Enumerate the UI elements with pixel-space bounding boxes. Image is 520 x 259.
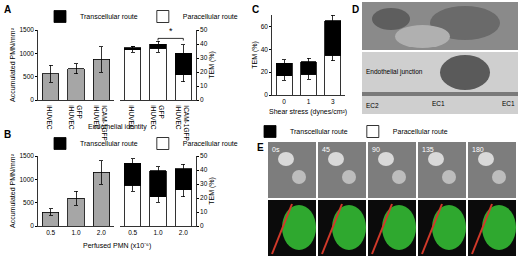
svg-text:Transcellular route: Transcellular route [290,128,348,135]
svg-text:2.0: 2.0 [97,229,106,236]
svg-text:0: 0 [200,96,204,103]
svg-text:45: 45 [322,146,330,153]
svg-text:10: 10 [200,208,208,215]
svg-text:30: 30 [200,180,208,187]
svg-text:EC2: EC2 [366,102,379,109]
svg-text:50: 50 [200,26,208,33]
svg-text:1500: 1500 [19,26,34,33]
svg-text:ICAM-1GFPiHUVEC: ICAM-1GFPiHUVEC [93,105,108,140]
svg-text:Shear stress (dynes/cm²): Shear stress (dynes/cm²) [269,108,347,116]
svg-text:135: 135 [422,146,434,153]
svg-text:20: 20 [261,68,269,75]
svg-text:iHUVEC: iHUVEC [128,105,135,130]
svg-text:Endothelial junction: Endothelial junction [366,68,423,76]
svg-text:40: 40 [261,46,269,53]
svg-text:10: 10 [200,82,208,89]
svg-text:iHUVEC: iHUVEC [46,105,53,130]
svg-text:ICAM-1GFPiHUVEC: ICAM-1GFPiHUVEC [175,105,190,140]
svg-text:1000: 1000 [19,176,34,183]
svg-text:0: 0 [200,222,204,229]
svg-text:TEM (%): TEM (%) [208,51,216,79]
svg-text:GFPiHUVEC: GFPiHUVEC [68,105,83,130]
svg-text:2.0: 2.0 [179,229,188,236]
svg-text:60: 60 [261,23,269,30]
svg-text:Transcellular route: Transcellular route [80,13,138,20]
svg-text:3: 3 [331,98,335,105]
svg-text:Paracellular route: Paracellular route [393,128,448,135]
svg-text:1.0: 1.0 [153,229,162,236]
svg-text:Perfused PMN (x10⁻⁶): Perfused PMN (x10⁻⁶) [83,242,151,250]
svg-text:EC1: EC1 [432,100,445,107]
svg-text:B: B [4,129,11,140]
svg-text:0.5: 0.5 [128,229,137,236]
svg-text:Transcellular route: Transcellular route [80,140,138,147]
svg-text:40: 40 [200,40,208,47]
svg-text:20: 20 [200,68,208,75]
svg-text:50: 50 [200,152,208,159]
svg-text:20: 20 [200,194,208,201]
svg-text:Paracellular route: Paracellular route [183,13,238,20]
svg-text:1: 1 [307,98,311,105]
svg-text:0: 0 [30,96,34,103]
svg-text:E: E [257,142,264,153]
svg-text:500: 500 [23,199,34,206]
svg-text:1000: 1000 [19,50,34,57]
svg-text:0: 0 [30,222,34,229]
svg-text:TEM (%): TEM (%) [208,177,216,205]
svg-text:C: C [252,4,259,15]
svg-text:180: 180 [472,146,484,153]
svg-text:0: 0 [264,91,268,98]
svg-text:Accumulated PMN/mm²: Accumulated PMN/mm² [9,153,16,228]
svg-text:Endothelial identity: Endothelial identity [88,123,147,131]
svg-text:Accumulated PMN/mm²: Accumulated PMN/mm² [9,27,16,102]
svg-text:30: 30 [200,54,208,61]
svg-text:A: A [4,4,11,15]
svg-text:40: 40 [200,166,208,173]
svg-text:1500: 1500 [19,152,34,159]
svg-text:TEM (%): TEM (%) [251,41,259,69]
svg-text:90: 90 [372,146,380,153]
svg-text:0s: 0s [272,146,280,153]
svg-text:0: 0 [282,98,286,105]
svg-text:*: * [169,26,173,36]
svg-text:1.0: 1.0 [71,229,80,236]
svg-text:D: D [352,4,359,15]
svg-text:EC1: EC1 [502,100,515,107]
svg-text:GFPiHUVEC: GFPiHUVEC [150,105,165,130]
svg-text:0.5: 0.5 [46,229,55,236]
svg-text:500: 500 [23,73,34,80]
svg-text:Paracellular route: Paracellular route [183,140,238,147]
